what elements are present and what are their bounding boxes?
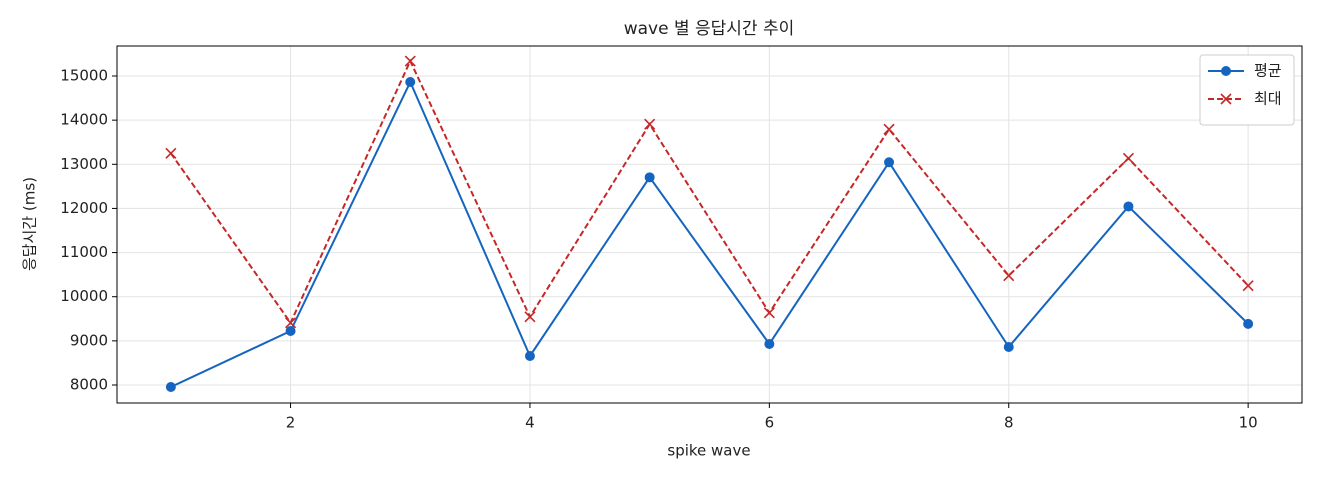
point: [1003, 341, 1014, 352]
x-tick-label: 10: [1239, 414, 1258, 432]
x-axis-label: spike wave: [667, 442, 750, 460]
chart-title: wave 별 응답시간 추이: [624, 19, 795, 39]
point: [285, 326, 296, 337]
y-tick-label: 14000: [60, 111, 108, 129]
y-tick-label: 8000: [70, 375, 108, 393]
y-tick-label: 12000: [60, 199, 108, 217]
point: [1003, 270, 1015, 282]
y-axis-label: 응답시간 (ms): [21, 177, 39, 271]
legend-marker: [1221, 66, 1231, 76]
point: [1123, 201, 1134, 212]
legend-label: 최대: [1254, 90, 1282, 108]
point: [1243, 318, 1254, 329]
x-tick-label: 4: [525, 414, 535, 432]
point: [883, 123, 895, 135]
series-line: [170, 58, 1249, 325]
point: [165, 147, 177, 159]
point: [524, 350, 535, 361]
point: [404, 55, 416, 67]
point: [405, 77, 416, 88]
x-tick-label: 6: [765, 414, 775, 432]
point: [763, 307, 775, 319]
point: [165, 381, 176, 392]
y-tick-label: 13000: [60, 155, 108, 173]
point: [524, 311, 536, 323]
point: [1122, 152, 1135, 164]
point: [764, 338, 775, 349]
legend-marker: [1220, 93, 1232, 105]
point: [284, 317, 297, 329]
point: [1242, 280, 1254, 292]
point: [644, 118, 656, 130]
y-tick-label: 15000: [60, 67, 108, 85]
x-tick-label: 8: [1004, 414, 1014, 432]
y-tick-label: 11000: [60, 243, 108, 261]
point: [644, 172, 655, 183]
legend-label: 평균: [1254, 62, 1282, 80]
y-tick-label: 9000: [70, 331, 108, 349]
plot-frame: [116, 45, 1303, 404]
series-line: [170, 79, 1249, 388]
y-tick-label: 10000: [60, 287, 108, 305]
x-tick-label: 2: [286, 414, 296, 432]
point: [884, 157, 895, 168]
